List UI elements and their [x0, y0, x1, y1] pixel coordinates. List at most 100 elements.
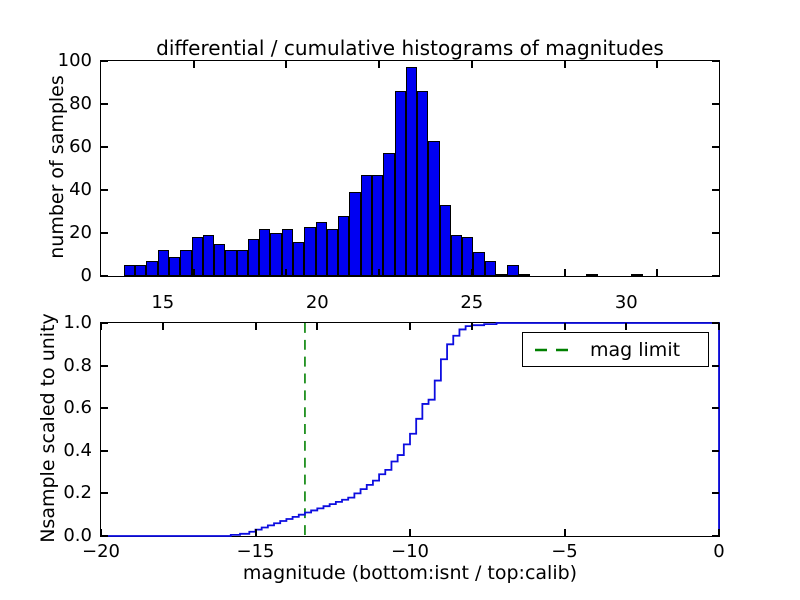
- bottom-plot-area: mag limit −20 −15 −10 −5 0 0.0 0.2 0.4 0.6 0.8 1.0: [63, 314, 724, 561]
- histogram-bar: [428, 140, 440, 276]
- y-tick-label: 0.2: [63, 482, 92, 504]
- top-plot-x-tick: [563, 269, 566, 276]
- x-tick-label: 0: [713, 541, 725, 562]
- histogram-bar: [518, 273, 530, 276]
- bottom-plot-x-tick: [718, 529, 720, 536]
- top-plot-x-tick: [285, 269, 288, 276]
- top-plot-x-tick: [192, 269, 195, 276]
- histogram-bar: [484, 260, 497, 276]
- histogram-bar: [123, 265, 136, 276]
- bottom-plot-y-tick: [712, 364, 719, 367]
- histogram-bar: [473, 252, 485, 276]
- top-plot-y-tick: [101, 189, 108, 191]
- y-tick-label: 1.0: [63, 312, 92, 333]
- histogram-bar: [586, 273, 598, 276]
- bottom-plot-y-tick: [712, 449, 719, 452]
- bottom-x-axis-label: magnitude (bottom:isnt / top:calib): [242, 562, 578, 584]
- cumulative-curve-svg: [101, 322, 720, 537]
- histogram-bar: [417, 91, 429, 276]
- top-y-axis-label: number of samples: [46, 75, 68, 259]
- differential-histogram: [101, 61, 719, 276]
- y-tick-label: 0: [80, 265, 92, 286]
- histogram-bar: [631, 273, 643, 276]
- histogram-bar: [259, 228, 271, 276]
- top-plot-x-tick: [378, 269, 381, 276]
- bottom-y-axis-label: Nsample scaled to unity: [37, 313, 59, 543]
- bottom-plot-y-tick: [101, 492, 108, 495]
- histogram-bar: [383, 153, 395, 276]
- histogram-bar: [405, 67, 418, 276]
- y-tick-label: 100: [57, 50, 92, 71]
- bottom-plot-y-tick: [101, 364, 108, 367]
- top-plot-x-tick: [656, 61, 659, 68]
- y-tick-label: 20: [69, 222, 92, 243]
- bottom-plot-calib-tick: [470, 323, 473, 330]
- top-plot-y-tick: [712, 275, 719, 277]
- y-tick-label: 80: [69, 93, 92, 114]
- histogram-bar: [135, 265, 147, 276]
- x-tick-label: 15: [151, 292, 175, 313]
- histogram-bar: [191, 237, 203, 276]
- x-tick-label: −20: [82, 541, 120, 562]
- histogram-bar: [168, 256, 181, 276]
- top-plot-y-tick: [712, 146, 719, 148]
- histogram-bar: [371, 174, 384, 276]
- bottom-plot-calib-tick: [625, 323, 628, 330]
- y-tick-label: 60: [69, 136, 92, 157]
- bottom-plot-x-tick: [100, 529, 102, 536]
- histogram-bar: [450, 235, 463, 276]
- y-tick-label: 0.8: [63, 354, 92, 376]
- bottom-plot-y-tick: [712, 492, 719, 495]
- bottom-plot-y-tick: [101, 322, 108, 324]
- y-tick-label: 0.4: [63, 439, 92, 461]
- top-plot-area: 15 20 25 30 0 20 40 60 80 100: [58, 52, 720, 312]
- top-plot-x-tick: [563, 61, 566, 68]
- y-tick-label: 0.0: [63, 525, 92, 546]
- top-plot-x-tick: [285, 61, 288, 68]
- top-plot-y-tick: [712, 232, 719, 234]
- top-plot-y-tick: [712, 189, 719, 191]
- bottom-plot-calib-tick: [316, 323, 319, 330]
- x-tick-label: 25: [460, 292, 484, 313]
- y-tick-label: 0.6: [63, 397, 92, 419]
- histogram-bar: [315, 222, 327, 276]
- bottom-plot-x-tick: [718, 323, 720, 330]
- top-plot-y-tick: [101, 103, 108, 105]
- x-tick-label: 30: [614, 292, 638, 313]
- x-tick-label: 20: [305, 292, 329, 313]
- top-plot-y-tick: [101, 232, 108, 234]
- cumulative-step-line: [101, 322, 720, 537]
- bottom-plot-x-tick: [563, 529, 566, 536]
- histogram-bar: [225, 250, 237, 276]
- bottom-plot-x-tick: [254, 323, 257, 330]
- bottom-plot-y-tick: [101, 407, 108, 410]
- histogram-bar: [202, 235, 215, 276]
- bottom-plot-y-tick: [712, 322, 719, 324]
- histogram-bar: [157, 250, 169, 276]
- histogram-bar: [180, 250, 192, 276]
- histogram-bar: [247, 239, 260, 276]
- bottom-plot-x-tick: [254, 529, 257, 536]
- top-plot-y-tick: [101, 146, 108, 148]
- top-plot-x-tick: [470, 269, 473, 276]
- top-plot-x-tick: [470, 61, 473, 68]
- histogram-bar: [236, 250, 248, 276]
- y-tick-label: 40: [69, 179, 92, 200]
- legend-dash-sample: [535, 348, 577, 351]
- top-plot-x-tick: [378, 61, 381, 68]
- bottom-plot-x-tick: [409, 529, 411, 536]
- legend-label: mag limit: [590, 338, 681, 361]
- top-plot-y-tick: [101, 60, 108, 62]
- top-plot-x-tick: [192, 61, 195, 68]
- histogram-bar: [270, 233, 282, 276]
- top-plot-y-tick: [101, 275, 108, 277]
- bottom-plot-y-tick: [101, 449, 108, 452]
- top-plot-y-tick: [712, 60, 719, 62]
- histogram-bar: [360, 174, 372, 276]
- histogram-bar: [496, 273, 508, 276]
- top-plot-y-tick: [712, 103, 719, 105]
- x-tick-label: −10: [391, 541, 429, 562]
- x-tick-label: −5: [551, 541, 578, 562]
- bottom-plot-y-tick: [712, 535, 719, 537]
